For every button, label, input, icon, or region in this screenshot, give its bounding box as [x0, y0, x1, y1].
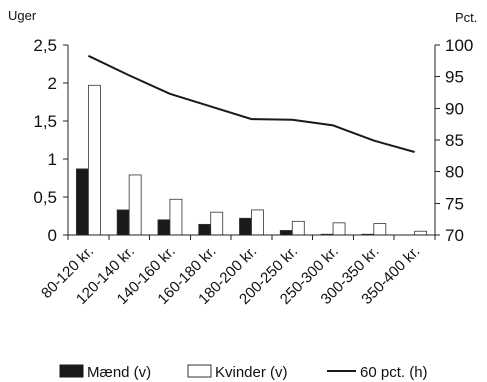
legend-label-kvinder: Kvinder (v)	[215, 364, 288, 381]
bar-kvinder-5	[291, 220, 305, 236]
bar-maend-3	[198, 223, 212, 236]
bar-kvinder-1	[128, 174, 142, 236]
left-tick-label: 2,5	[33, 36, 57, 55]
legend-label-maend: Mænd (v)	[87, 364, 151, 381]
bar-kvinder-0	[87, 84, 101, 236]
left-tick-label: 1	[48, 150, 57, 169]
right-tick-label: 100	[445, 36, 473, 55]
bar-maend-5	[279, 230, 293, 236]
legend: Mænd (v) Kvinder (v) 60 pct. (h)	[59, 364, 428, 381]
right-tick-label: 80	[445, 163, 464, 182]
legend-swatch-kvinder	[187, 364, 212, 378]
right-tick-label: 90	[445, 99, 464, 118]
right-axis-label: Pct.	[455, 10, 477, 25]
left-axis-label: Uger	[8, 8, 37, 23]
right-tick-label: 85	[445, 131, 464, 150]
left-tick-label: 0	[48, 226, 57, 245]
right-tick-label: 75	[445, 194, 464, 213]
bar-kvinder-6	[332, 222, 346, 236]
bar-maend-2	[157, 219, 171, 236]
axes-layer	[63, 44, 440, 240]
legend-swatch-maend	[59, 364, 84, 378]
series-line-60-pct	[87, 54, 415, 153]
bar-maend-1	[116, 209, 130, 236]
legend-label-line: 60 pct. (h)	[360, 364, 428, 381]
bar-kvinder-8	[414, 230, 428, 236]
left-tick-label: 0,5	[33, 188, 57, 207]
left-tick-label: 2	[48, 74, 57, 93]
bar-kvinder-7	[373, 223, 387, 236]
bar-maend-0	[75, 168, 89, 236]
left-tick-label: 1,5	[33, 112, 57, 131]
bar-kvinder-3	[210, 211, 224, 236]
bar-kvinder-2	[169, 198, 183, 236]
right-tick-label: 70	[445, 226, 464, 245]
right-tick-label: 95	[445, 68, 464, 87]
bar-maend-4	[239, 217, 252, 236]
bar-kvinder-4	[251, 209, 264, 236]
bars-layer	[75, 84, 428, 236]
